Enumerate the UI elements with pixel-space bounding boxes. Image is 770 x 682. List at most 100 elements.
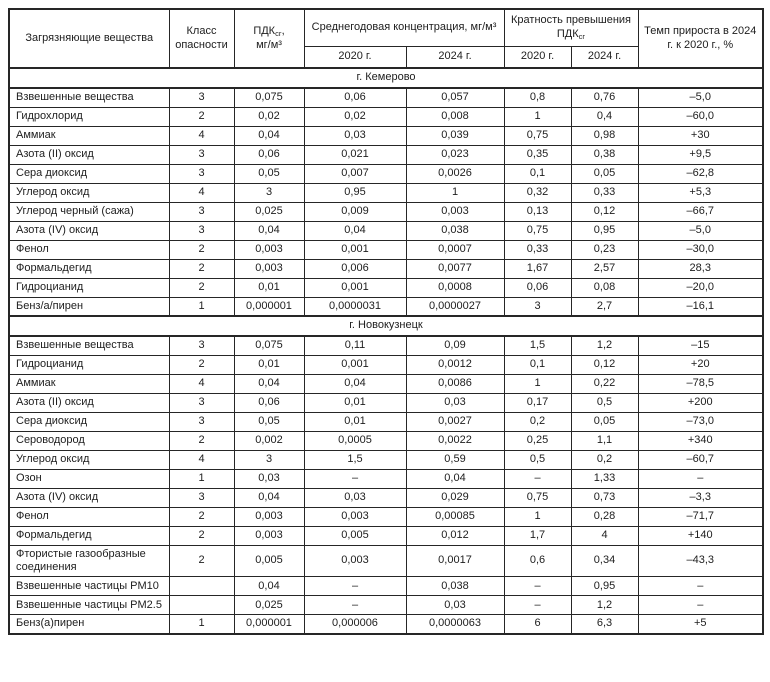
pollutant-name-cell: Азота (IV) оксид: [8, 487, 170, 508]
avg-2020-cell: 0,95: [303, 182, 407, 203]
col-header-avg-concentration: Среднегодовая концентрация, мг/м³: [303, 8, 505, 47]
table-row: Сера диоксид 3 0,05 0,01 0,0027 0,2 0,05 –73,0: [8, 411, 764, 432]
avg-2020-cell: 0,01: [303, 411, 407, 432]
pdk-value-cell: 0,04: [233, 487, 305, 508]
pollutant-name-cell: Азота (II) оксид: [8, 144, 170, 165]
avg-2020-cell: 0,003: [303, 544, 407, 578]
avg-2020-cell: 0,021: [303, 144, 407, 165]
hazard-class-cell: 3: [168, 487, 235, 508]
pollutant-name-cell: Углерод оксид: [8, 182, 170, 203]
pollutant-name-cell: Углерод черный (сажа): [8, 201, 170, 222]
table-row: Углерод оксид 4 3 1,5 0,59 0,5 0,2 –60,7: [8, 449, 764, 470]
table-row: Взвешенные частицы PM10 0,04–0,038–0,95–: [8, 576, 764, 597]
pollutant-name-cell: Фенол: [8, 239, 170, 260]
hazard-class-cell: 2: [168, 354, 235, 375]
table-row: Сероводород 2 0,002 0,0005 0,0022 0,25 1,1 +340: [8, 430, 764, 451]
pollutant-name-cell: Взвешенные вещества: [8, 335, 170, 356]
pdk-value-cell: 3: [233, 449, 305, 470]
pdk-value-cell: 0,04: [233, 576, 305, 597]
pollutants-table: Загрязняющие вещества Класс опасности ПД…: [8, 8, 765, 635]
exceed-2020-cell: –: [503, 576, 572, 597]
pollutant-name-cell: Гидрохлорид: [8, 106, 170, 127]
exceed-2020-cell: 0,5: [503, 449, 572, 470]
pollutant-name-cell: Взвешенные вещества: [8, 87, 170, 108]
avg-2024-cell: 0,03: [405, 595, 505, 616]
pollutant-name-cell: Взвешенные частицы PM2.5: [8, 595, 170, 616]
exceedance-pdk-subscript: сг: [578, 31, 586, 41]
exceed-2024-cell: 0,28: [570, 506, 639, 527]
table-row: Углерод оксид 4 3 0,95 1 0,32 0,33 +5,3: [8, 182, 764, 203]
pdk-value-cell: 0,000001: [233, 614, 305, 635]
hazard-class-cell: 1: [168, 614, 235, 635]
exceed-2020-cell: 0,1: [503, 163, 572, 184]
avg-2020-cell: 0,001: [303, 239, 407, 260]
exceed-2020-cell: 1,67: [503, 258, 572, 279]
col-header-exceedance: Кратность превышения ПДКсг: [503, 8, 639, 47]
table-row: Азота (IV) оксид 3 0,04 0,04 0,038 0,75 0,95 –5…: [8, 220, 764, 241]
pollutant-name-cell: Азота (II) оксид: [8, 392, 170, 413]
hazard-class-cell: 4: [168, 373, 235, 394]
pdk-value-cell: 0,005: [233, 544, 305, 578]
pdk-value-cell: 0,003: [233, 525, 305, 546]
growth-rate-cell: –78,5: [637, 373, 764, 394]
hazard-class-cell: 4: [168, 125, 235, 146]
growth-rate-cell: +340: [637, 430, 764, 451]
hazard-class-cell: 2: [168, 106, 235, 127]
exceed-2020-cell: 0,06: [503, 277, 572, 298]
avg-2024-cell: 0,04: [405, 468, 505, 489]
exceed-2024-cell: 0,22: [570, 373, 639, 394]
exceed-2024-cell: 0,95: [570, 576, 639, 597]
city-section-title: г. Кемерово: [8, 67, 764, 89]
growth-rate-cell: –43,3: [637, 544, 764, 578]
exceed-2024-cell: 1,1: [570, 430, 639, 451]
avg-2024-cell: 0,039: [405, 125, 505, 146]
table-row: Формальдегид 2 0,003 0,005 0,012 1,7 4 +140: [8, 525, 764, 546]
pollutant-name-cell: Взвешенные частицы PM10: [8, 576, 170, 597]
avg-2024-cell: 0,0012: [405, 354, 505, 375]
pdk-value-cell: 0,03: [233, 468, 305, 489]
growth-rate-cell: +20: [637, 354, 764, 375]
exceed-2020-cell: 0,75: [503, 487, 572, 508]
pollutant-name-cell: Бенз/а/пирен: [8, 296, 170, 317]
growth-rate-cell: +140: [637, 525, 764, 546]
hazard-class-cell: 2: [168, 430, 235, 451]
table-row: Азота (IV) оксид 3 0,04 0,03 0,029 0,75 0,73 –3…: [8, 487, 764, 508]
exceed-2024-cell: 6,3: [570, 614, 639, 635]
avg-2024-cell: 0,003: [405, 201, 505, 222]
table-row: Азота (II) оксид 3 0,06 0,021 0,023 0,35 0,38 +…: [8, 144, 764, 165]
exceed-2024-cell: 0,08: [570, 277, 639, 298]
exceed-2024-cell: 0,12: [570, 201, 639, 222]
exceed-2020-cell: 0,35: [503, 144, 572, 165]
avg-2024-cell: 0,0007: [405, 239, 505, 260]
exceed-2024-cell: 0,76: [570, 87, 639, 108]
hazard-class-cell: 3: [168, 163, 235, 184]
exceed-2020-cell: 0,8: [503, 87, 572, 108]
exceed-2024-cell: 0,12: [570, 354, 639, 375]
col-header-growth-rate: Темп прироста в 2024 г. к 2020 г., %: [637, 8, 764, 69]
growth-rate-cell: –73,0: [637, 411, 764, 432]
pdk-value-cell: 0,01: [233, 354, 305, 375]
col-header-exceed-2020: 2020 г.: [503, 45, 572, 69]
pollutant-name-cell: Фенол: [8, 506, 170, 527]
avg-2024-cell: 0,0022: [405, 430, 505, 451]
hazard-class-cell: 2: [168, 544, 235, 578]
avg-2020-cell: –: [303, 595, 407, 616]
pdk-value-cell: 0,003: [233, 239, 305, 260]
hazard-class-cell: 2: [168, 239, 235, 260]
exceed-2020-cell: 0,33: [503, 239, 572, 260]
avg-2024-cell: 0,0077: [405, 258, 505, 279]
exceed-2024-cell: 0,34: [570, 544, 639, 578]
exceed-2024-cell: 2,57: [570, 258, 639, 279]
growth-rate-cell: –20,0: [637, 277, 764, 298]
avg-2020-cell: –: [303, 576, 407, 597]
hazard-class-cell: 3: [168, 220, 235, 241]
avg-2020-cell: 0,04: [303, 373, 407, 394]
avg-2020-cell: 1,5: [303, 449, 407, 470]
exceed-2020-cell: 0,2: [503, 411, 572, 432]
col-header-hazard-class: Класс опасности: [168, 8, 235, 69]
exceed-2024-cell: 0,05: [570, 411, 639, 432]
hazard-class-cell: 3: [168, 411, 235, 432]
table-row: Сера диоксид 3 0,05 0,007 0,0026 0,1 0,05 –62,8: [8, 163, 764, 184]
exceed-2020-cell: 1: [503, 506, 572, 527]
avg-2020-cell: –: [303, 468, 407, 489]
